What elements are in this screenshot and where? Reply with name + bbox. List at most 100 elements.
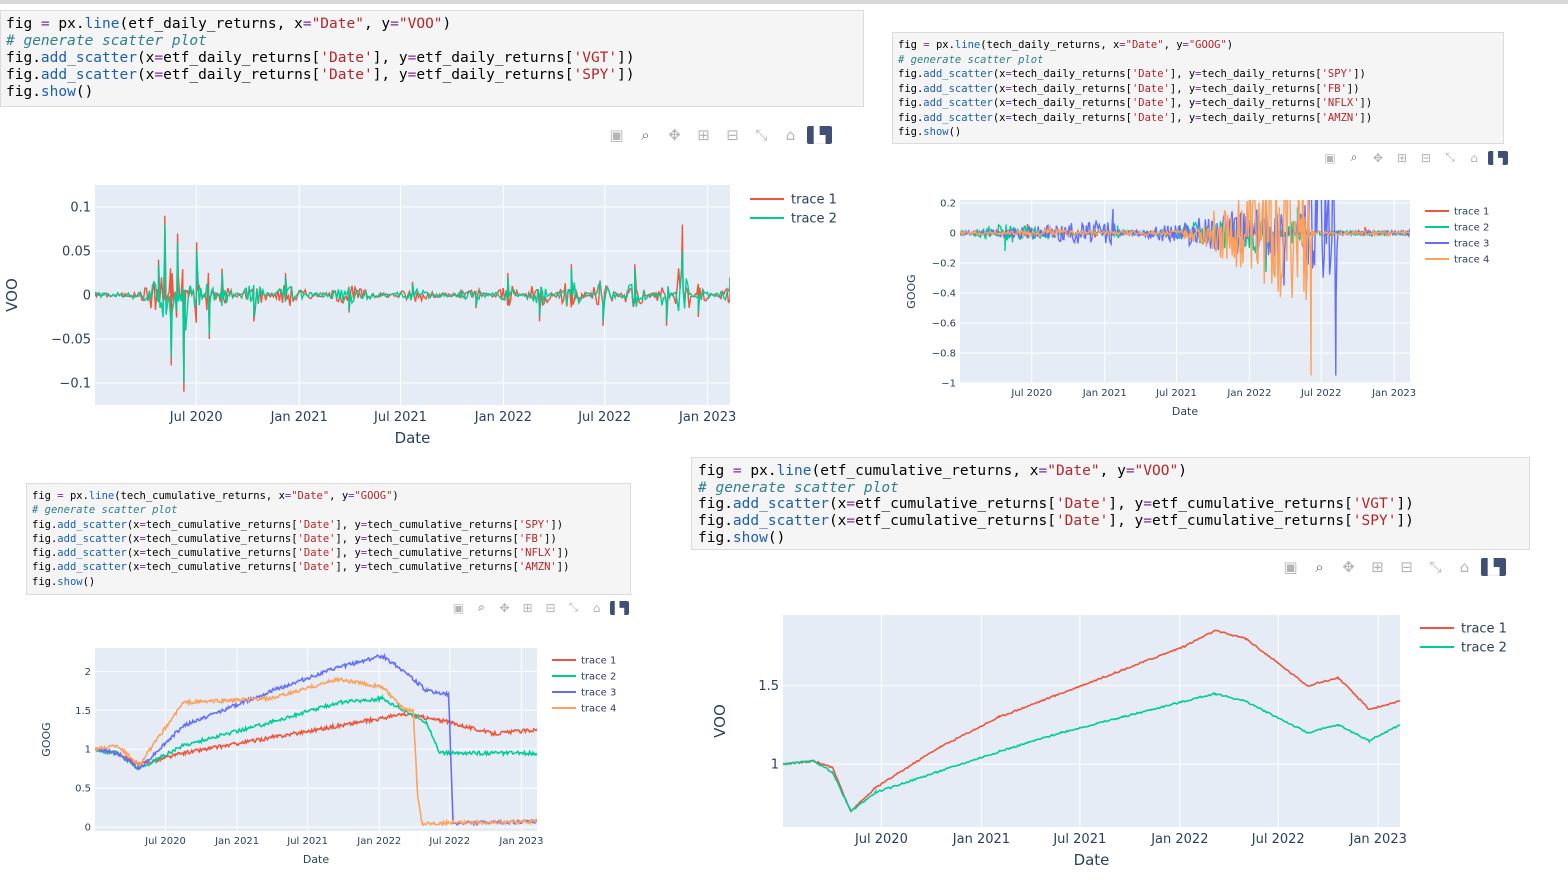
pan-icon[interactable]: ✥ — [1342, 558, 1355, 576]
reset-axes-icon[interactable]: ⌂ — [1459, 558, 1470, 576]
code-token: = — [1005, 82, 1012, 95]
code-token: = — [1005, 97, 1012, 109]
code-token: = — [1195, 82, 1202, 95]
modebar-etf-cumulative[interactable]: ▣ ⌕ ✥ ⊞ ⊟ ⤡ ⌂ ▙ — [1278, 558, 1510, 576]
code-token: fig. — [698, 513, 733, 530]
y-tick-label: 2 — [85, 667, 91, 678]
code-cell-etf-cumulative[interactable]: fig = px.line(etf_cumulative_returns, x=… — [691, 457, 1530, 550]
zoom-out-icon[interactable]: ⊟ — [1420, 150, 1432, 165]
code-token: (tech_daily_returns, x — [980, 39, 1120, 51]
zoom-in-icon[interactable]: ⊞ — [522, 600, 533, 615]
code-token: = — [1195, 97, 1202, 109]
x-tick-label: Jan 2022 — [1226, 388, 1271, 399]
zoom-out-icon[interactable]: ⊟ — [1400, 558, 1413, 576]
y-axis-title: GOOG — [905, 274, 918, 308]
code-token: 'SPY' — [1321, 68, 1354, 80]
reset-axes-icon[interactable]: ⌂ — [1470, 150, 1478, 165]
code-token: 'Date' — [320, 50, 373, 66]
chart-etf-daily[interactable]: 0.1 0.05 0 −0.05 −0.1 Jul 2020 Jan 2021 Jul 202… — [0, 180, 860, 455]
code-token: (x — [136, 67, 155, 83]
code-token: etf_cumulative_returns[ — [855, 513, 1056, 530]
zoom-in-icon[interactable]: ⊞ — [1371, 558, 1384, 576]
code-token: = — [1038, 463, 1048, 479]
x-tick-label: Jul 2020 — [854, 832, 908, 847]
zoom-in-icon[interactable]: ⊞ — [697, 126, 710, 144]
code-token: ], y — [1169, 97, 1196, 109]
modebar-tech-daily[interactable]: ▣ ⌕ ✥ ⊞ ⊟ ⤡ ⌂ ▙ — [1320, 150, 1512, 165]
zoom-icon[interactable]: ⌕ — [1315, 558, 1324, 576]
modebar-etf-daily[interactable]: ▣ ⌕ ✥ ⊞ ⊟ ⤡ ⌂ ▙ — [604, 126, 836, 144]
plotly-logo-icon[interactable]: ▙ — [610, 600, 629, 615]
code-token: , y — [329, 490, 349, 502]
code-token: 'SPY' — [1352, 513, 1397, 530]
plotly-logo-icon[interactable]: ▙ — [807, 126, 832, 144]
code-token: px. — [929, 39, 955, 51]
autoscale-icon[interactable]: ⤡ — [755, 126, 768, 144]
code-token: ]) — [617, 67, 635, 83]
x-tick-label: Jan 2023 — [1371, 388, 1416, 399]
camera-icon[interactable]: ▣ — [1324, 150, 1336, 165]
camera-icon[interactable]: ▣ — [452, 600, 465, 615]
modebar-tech-cumulative[interactable]: ▣ ⌕ ✥ ⊞ ⊟ ⤡ ⌂ ▙ — [449, 600, 633, 615]
code-token: 'SPY' — [518, 518, 551, 531]
code-token: (x — [136, 50, 155, 66]
x-tick-label: Jan 2022 — [356, 836, 401, 847]
camera-icon[interactable]: ▣ — [609, 126, 624, 144]
chart-etf-cumulative[interactable]: 1.5 1 Jul 2020 Jan 2021 Jul 2021 Jan 2022 Jul … — [710, 605, 1550, 873]
code-token: 'NFLX' — [518, 547, 557, 560]
autoscale-icon[interactable]: ⤡ — [1445, 150, 1455, 164]
reset-axes-icon[interactable]: ⌂ — [592, 600, 601, 615]
code-token: = — [57, 490, 64, 502]
x-axis-title: Date — [1074, 851, 1110, 869]
chart-tech-daily[interactable]: 0.2 0 −0.2 −0.4 −0.6 −0.8 −1 Jul 2020 Jan 2021 Ju… — [895, 190, 1505, 430]
code-token: fig. — [6, 67, 41, 83]
code-line: fig.show() — [6, 84, 863, 101]
code-token: = — [302, 16, 312, 32]
code-cell-tech-cumulative[interactable]: fig = px.line(tech_cumulative_returns, x… — [26, 483, 631, 595]
code-token: = — [139, 518, 146, 531]
code-token: tech_cumulative_returns[ — [367, 561, 519, 574]
reset-axes-icon[interactable]: ⌂ — [785, 126, 796, 144]
code-token: ], y — [335, 518, 361, 531]
pan-icon[interactable]: ✥ — [499, 600, 510, 615]
code-token: 'Date' — [1055, 496, 1109, 513]
autoscale-icon[interactable]: ⤡ — [1429, 558, 1442, 576]
code-token: = — [154, 67, 164, 83]
chart-tech-cumulative[interactable]: 2 1.5 1 0.5 0 Jul 2020 Jan 2021 Jul 2021 Jan 202… — [40, 640, 640, 866]
zoom-icon[interactable]: ⌕ — [641, 126, 650, 144]
plotly-logo-icon[interactable]: ▙ — [1488, 150, 1508, 165]
code-cell-etf-daily[interactable]: fig = px.line(etf_daily_returns, x="Date… — [0, 10, 864, 107]
code-token: tech_cumulative_returns[ — [145, 561, 298, 574]
code-token: (etf_cumulative_returns, x — [811, 463, 1039, 479]
zoom-out-icon[interactable]: ⊟ — [545, 600, 556, 615]
zoom-out-icon[interactable]: ⊟ — [726, 126, 739, 144]
code-token: (tech_cumulative_returns, x — [114, 490, 285, 502]
code-token: add_scatter — [923, 111, 993, 124]
pan-icon[interactable]: ✥ — [1372, 150, 1384, 165]
plotly-logo-icon[interactable]: ▙ — [1481, 558, 1506, 576]
code-token: tech_daily_returns[ — [1201, 68, 1322, 80]
zoom-icon[interactable]: ⌕ — [1350, 150, 1358, 164]
code-cell-tech-daily[interactable]: fig = px.line(tech_daily_returns, x="Dat… — [892, 32, 1504, 144]
code-line: fig.add_scatter(x=tech_daily_returns['Da… — [898, 96, 1503, 111]
y-tick-label: 0 — [950, 229, 956, 240]
code-token: "Date" — [311, 16, 364, 32]
code-line: fig.add_scatter(x=etf_cumulative_returns… — [698, 496, 1529, 513]
pan-icon[interactable]: ✥ — [668, 126, 681, 144]
camera-icon[interactable]: ▣ — [1283, 558, 1298, 576]
zoom-in-icon[interactable]: ⊞ — [1396, 150, 1408, 165]
code-token: ) — [1178, 463, 1187, 479]
code-token: etf_daily_returns[ — [163, 50, 321, 66]
code-token: add_scatter — [40, 50, 137, 66]
zoom-icon[interactable]: ⌕ — [478, 600, 485, 614]
autoscale-icon[interactable]: ⤡ — [568, 600, 579, 614]
code-token: 'Date' — [320, 67, 373, 83]
y-tick-label: −1 — [941, 379, 956, 390]
code-token: etf_daily_returns[ — [416, 67, 574, 83]
code-token: add_scatter — [57, 518, 127, 531]
code-token: add_scatter — [57, 561, 127, 574]
y-tick-label: 1.5 — [75, 706, 91, 717]
x-axis-title: Date — [303, 853, 330, 866]
code-token: = — [154, 50, 164, 66]
code-token: () — [948, 126, 962, 138]
